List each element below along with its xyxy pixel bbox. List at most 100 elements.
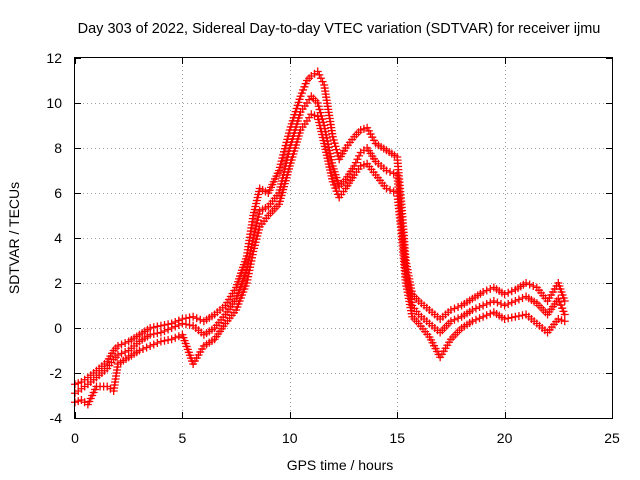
data-point-marker (454, 303, 463, 311)
data-point-marker (479, 312, 488, 321)
data-point-marker (156, 321, 165, 330)
data-point-marker (382, 184, 391, 193)
data-point-marker (149, 340, 158, 349)
data-point-marker (318, 77, 327, 86)
data-point-marker (497, 300, 506, 308)
data-point-marker (192, 314, 201, 323)
data-point-marker (121, 348, 130, 356)
y-axis-label: SDTVAR / TECUs (6, 182, 22, 294)
x-tick-label: 15 (389, 430, 405, 446)
data-point-marker (353, 155, 362, 164)
data-point-marker (174, 321, 183, 329)
y-tick-label: 8 (54, 140, 62, 156)
data-point-marker (178, 319, 187, 328)
data-point-marker (171, 322, 180, 331)
data-point-marker (171, 333, 180, 342)
data-point-marker (504, 288, 513, 297)
data-point-marker (446, 317, 455, 326)
data-point-marker (468, 306, 477, 314)
data-point-marker (189, 312, 198, 321)
data-point-marker (167, 324, 176, 332)
data-point-marker (500, 290, 509, 299)
data-point-marker (514, 295, 523, 304)
data-point-marker (450, 304, 459, 313)
data-point-marker (167, 335, 176, 344)
y-tick-label: 12 (46, 50, 62, 66)
data-point-marker (560, 310, 569, 319)
data-point-marker (529, 282, 538, 290)
data-point-marker (149, 330, 158, 338)
data-point-marker (185, 321, 194, 329)
data-point-marker (156, 328, 165, 337)
data-point-marker (475, 314, 484, 323)
data-point-marker (479, 288, 488, 296)
grid-lines (75, 58, 612, 418)
data-point-marker (113, 351, 122, 359)
data-point-marker (468, 317, 477, 326)
data-point-marker (389, 169, 398, 178)
data-point-marker (504, 300, 513, 308)
data-point-marker (164, 325, 173, 334)
chart-title: Day 303 of 2022, Sidereal Day-to-day VTE… (78, 21, 601, 37)
data-point-marker (522, 279, 531, 287)
data-point-marker (117, 340, 126, 349)
data-point-marker (355, 151, 364, 160)
data-point-marker (511, 297, 520, 305)
data-point-marker (507, 287, 516, 296)
axis-ticks: 0 5 10 15 20 25 -4 -2 0 2 4 6 8 10 12 (46, 50, 620, 446)
data-point-marker (313, 67, 322, 76)
y-tick-label: 2 (54, 275, 62, 291)
data-point-marker (382, 166, 391, 175)
data-point-marker (181, 320, 190, 329)
y-tick-label: 10 (46, 95, 62, 111)
data-point-marker (560, 297, 569, 305)
data-point-marker (156, 337, 165, 346)
y-tick-label: -2 (50, 365, 63, 381)
data-point-marker (479, 301, 488, 310)
data-point-marker (389, 187, 398, 196)
data-point-marker (146, 342, 155, 350)
y-tick-label: 6 (54, 185, 62, 201)
data-point-marker (514, 312, 523, 320)
data-point-marker (149, 323, 158, 332)
data-point-marker (164, 336, 173, 344)
x-tick-label: 10 (282, 430, 298, 446)
data-point-marker (560, 317, 569, 326)
data-point-marker (160, 336, 169, 345)
data-point-marker (351, 158, 360, 167)
data-point-marker (482, 300, 491, 308)
data-point-marker (446, 306, 455, 314)
data-point-marker (500, 315, 509, 323)
data-point-marker (135, 346, 144, 355)
data-point-marker (450, 315, 459, 324)
plot-frame (74, 57, 613, 419)
data-point-marker (153, 329, 162, 338)
data-point-marker (386, 168, 395, 176)
x-tick-label: 0 (71, 430, 79, 446)
data-point-marker (386, 186, 395, 194)
data-marks (71, 67, 569, 409)
data-point-marker (518, 311, 527, 320)
data-point-marker (121, 339, 130, 347)
data-point-marker (507, 313, 516, 322)
data-point-marker (146, 324, 155, 332)
y-tick-label: 4 (54, 230, 62, 246)
data-point-marker (500, 301, 509, 310)
data-point-marker (486, 298, 495, 307)
data-point-marker (454, 314, 463, 323)
data-point-marker (146, 330, 155, 339)
data-point-marker (482, 311, 491, 320)
data-point-marker (504, 314, 513, 323)
x-axis-label: GPS time / hours (287, 457, 394, 473)
data-point-marker (471, 315, 480, 324)
data-point-marker (511, 312, 520, 321)
data-point-marker (507, 298, 516, 307)
data-point-marker (153, 339, 162, 347)
x-tick-label: 5 (179, 430, 187, 446)
data-point-marker (471, 304, 480, 313)
data-point-marker (142, 343, 151, 352)
data-point-marker (139, 345, 148, 353)
data-point-marker (315, 70, 324, 79)
y-tick-label: -4 (50, 410, 63, 426)
